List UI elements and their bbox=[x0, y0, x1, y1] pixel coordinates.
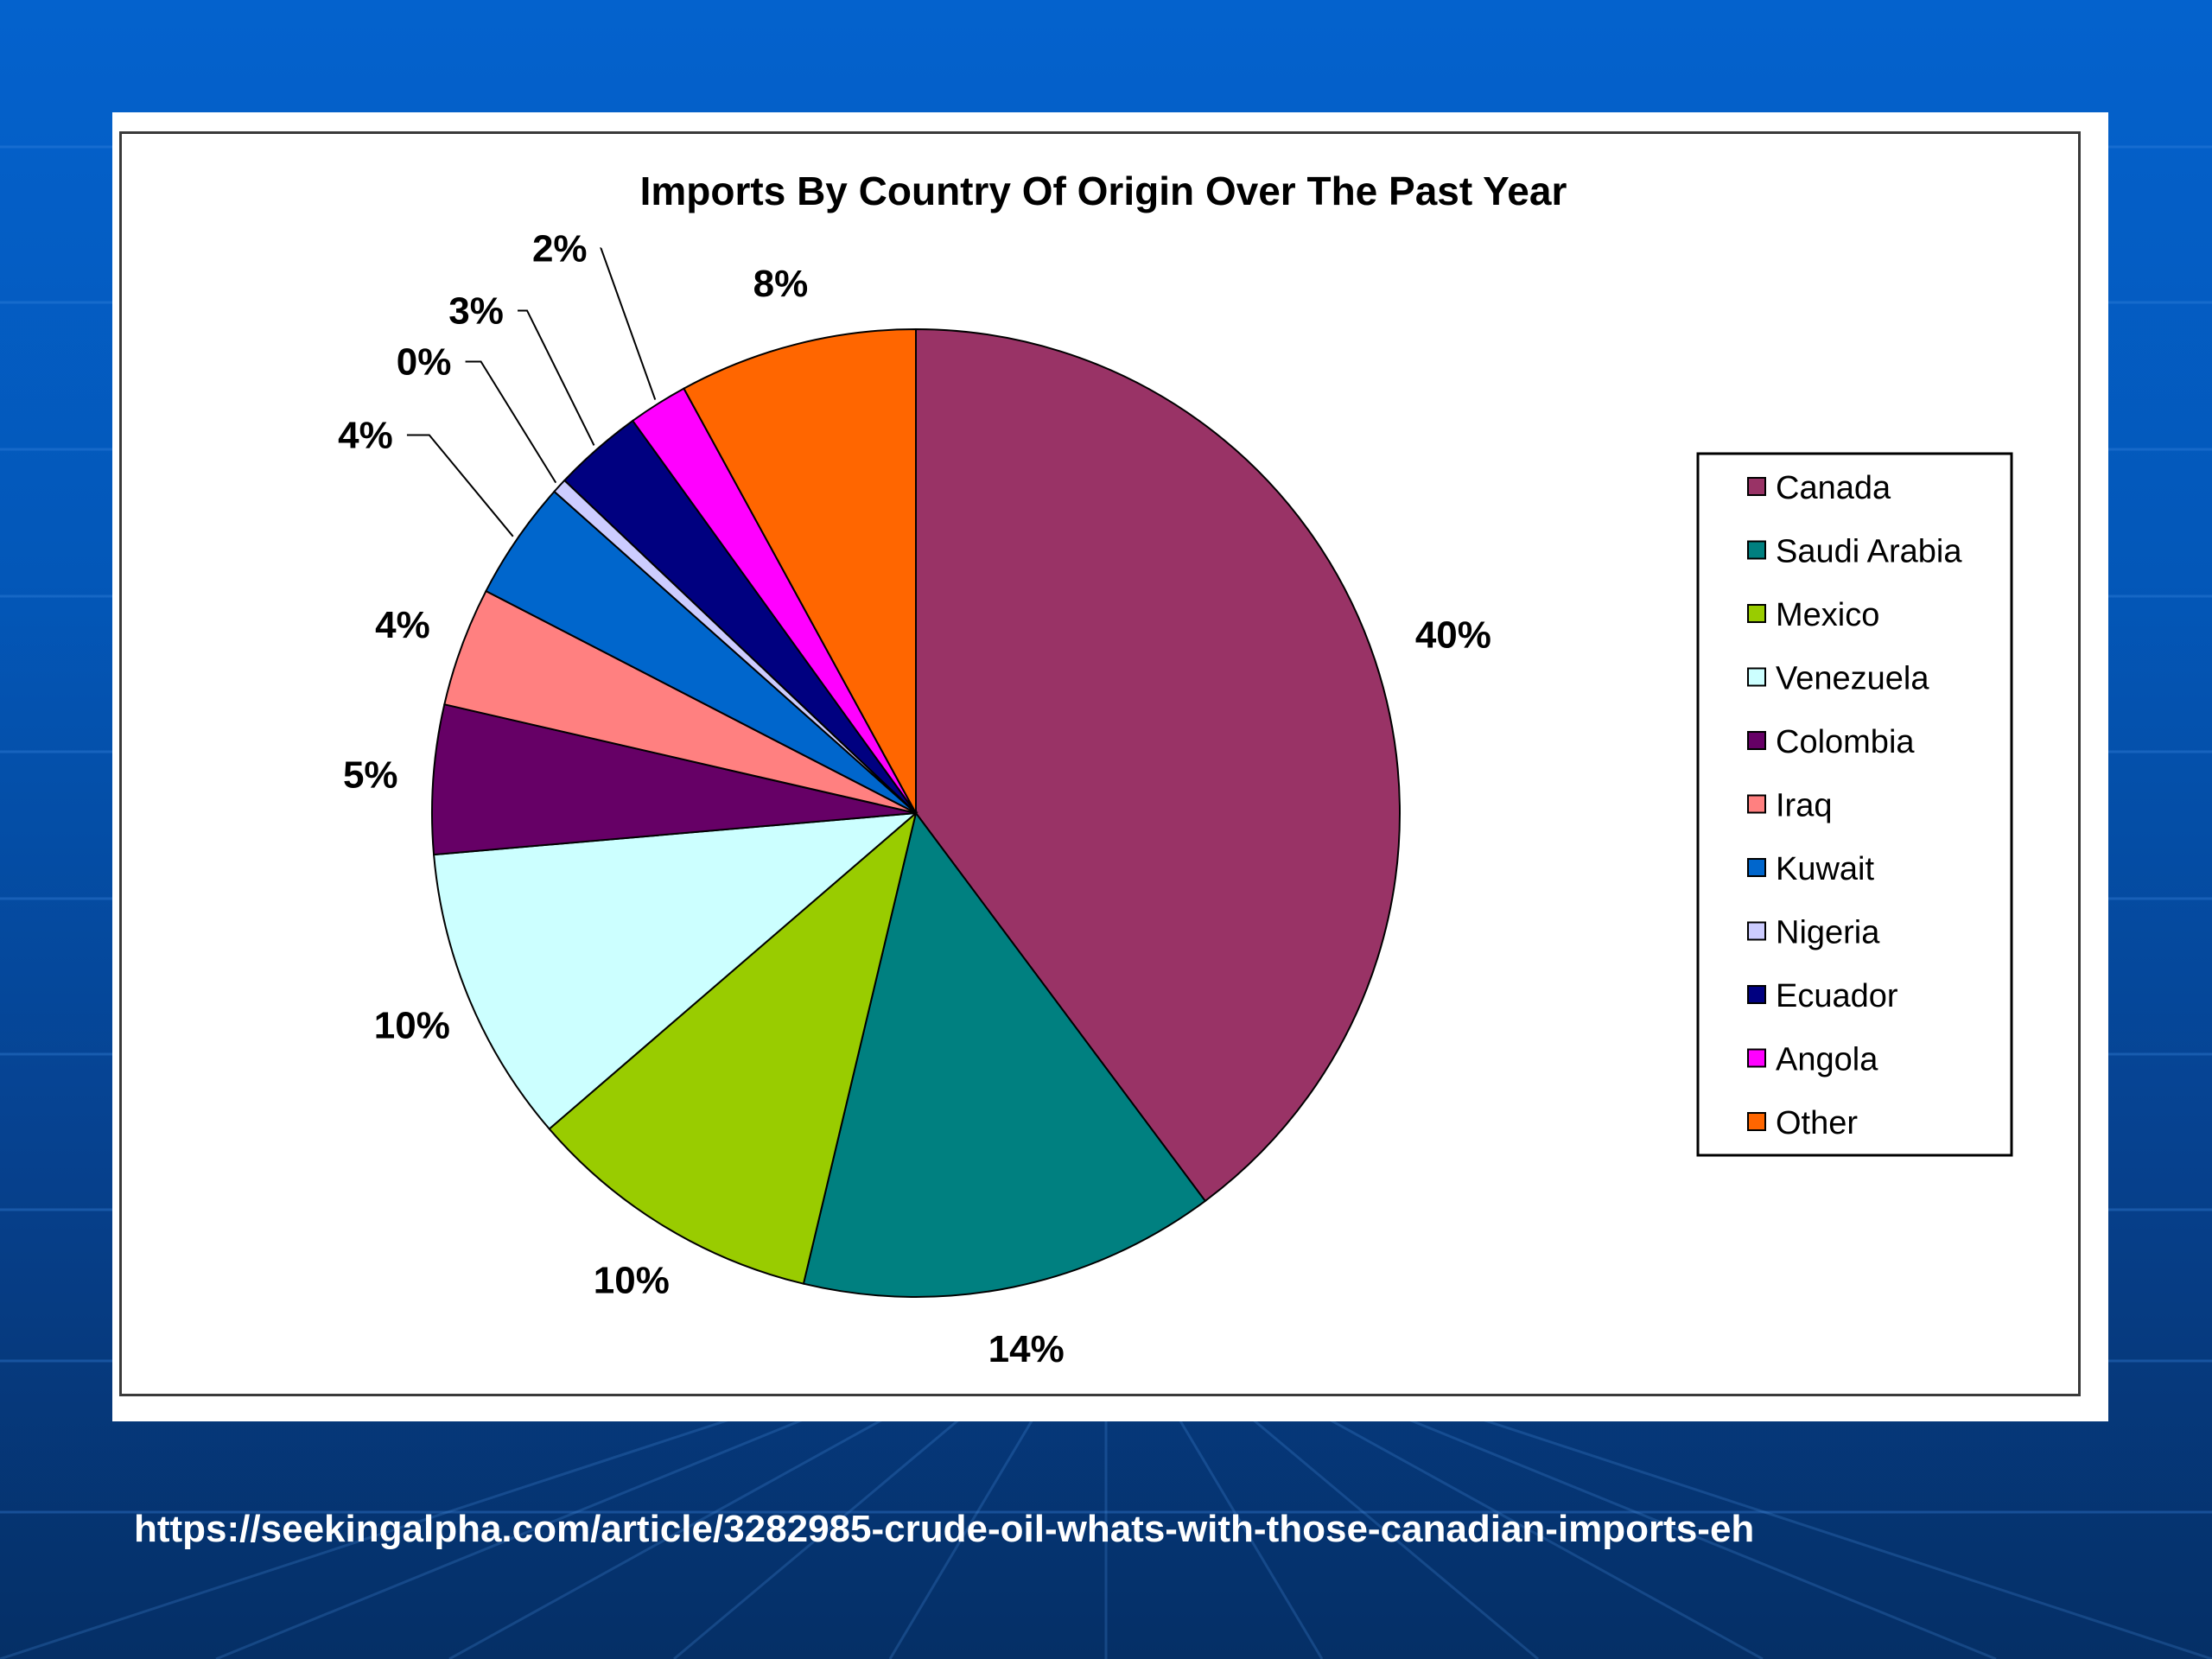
slice-label-kuwait: 4% bbox=[338, 415, 393, 457]
legend-label-colombia: Colombia bbox=[1776, 724, 1915, 760]
legend-swatch-colombia bbox=[1747, 731, 1766, 750]
label-leader-lines bbox=[406, 247, 657, 537]
legend-swatch-canada bbox=[1747, 477, 1766, 496]
slice-label-iraq: 4% bbox=[375, 604, 430, 646]
legend-label-iraq: Iraq bbox=[1776, 788, 1832, 824]
legend-label-ecuador: Ecuador bbox=[1776, 978, 1898, 1014]
pie-chart: Imports By Country Of Origin Over The Pa… bbox=[338, 168, 2013, 1370]
legend-swatch-saudi-arabia bbox=[1747, 540, 1766, 560]
slice-label-saudi-arabia: 14% bbox=[988, 1328, 1065, 1370]
legend-swatch-ecuador bbox=[1747, 985, 1766, 1004]
slice-label-ecuador: 3% bbox=[448, 289, 504, 332]
legend-label-mexico: Mexico bbox=[1776, 597, 1879, 633]
pie-slice-saudi-arabia bbox=[802, 810, 1207, 1298]
pie-slice-mexico bbox=[548, 810, 918, 1285]
legend-swatch-angola bbox=[1747, 1048, 1766, 1068]
pie-slice-other bbox=[683, 327, 917, 814]
legend-label-canada: Canada bbox=[1776, 470, 1891, 506]
pie-slice-venezuela bbox=[432, 811, 918, 1130]
leader-line-angola bbox=[600, 247, 657, 400]
legend-swatch-iraq bbox=[1747, 794, 1766, 814]
source-url[interactable]: https://seekingalpha.com/article/3282985… bbox=[134, 1508, 1755, 1550]
leader-line-ecuador bbox=[518, 309, 595, 446]
legend-label-kuwait: Kuwait bbox=[1776, 851, 1874, 887]
chart-frame bbox=[119, 131, 2081, 1396]
legend-swatch-venezuela bbox=[1747, 667, 1766, 687]
leader-line-nigeria bbox=[465, 360, 557, 484]
pie-slices bbox=[431, 327, 1401, 1298]
pie-slice-colombia bbox=[431, 702, 917, 856]
legend-swatch-other bbox=[1747, 1112, 1766, 1131]
slice-label-angola: 2% bbox=[532, 227, 588, 270]
chart-panel: Imports By Country Of Origin Over The Pa… bbox=[112, 112, 2108, 1421]
legend-swatch-mexico bbox=[1747, 604, 1766, 623]
legend: Canada Saudi Arabia Mexico Venezuela Colombi… bbox=[1696, 452, 2013, 1157]
slice-label-nigeria: 0% bbox=[397, 341, 452, 384]
leader-line-kuwait bbox=[406, 434, 514, 537]
slice-label-other: 8% bbox=[753, 263, 809, 305]
slice-label-colombia: 5% bbox=[343, 754, 398, 797]
legend-label-venezuela: Venezuela bbox=[1776, 661, 1929, 697]
legend-label-saudi-arabia: Saudi Arabia bbox=[1776, 534, 1962, 570]
pie-slice-canada bbox=[915, 327, 1401, 1203]
legend-label-other: Other bbox=[1776, 1105, 1858, 1141]
legend-label-nigeria: Nigeria bbox=[1776, 915, 1880, 951]
slice-label-mexico: 10% bbox=[594, 1259, 670, 1301]
slice-label-canada: 40% bbox=[1415, 614, 1491, 657]
legend-swatch-kuwait bbox=[1747, 858, 1766, 877]
legend-label-angola: Angola bbox=[1776, 1042, 1878, 1078]
slice-label-venezuela: 10% bbox=[374, 1005, 450, 1047]
chart-title: Imports By Country Of Origin Over The Pa… bbox=[640, 168, 1567, 213]
legend-swatch-nigeria bbox=[1747, 921, 1766, 941]
slice-labels: 40%14%10%10%5%4%4%0%3%2%8% bbox=[338, 227, 1491, 1370]
